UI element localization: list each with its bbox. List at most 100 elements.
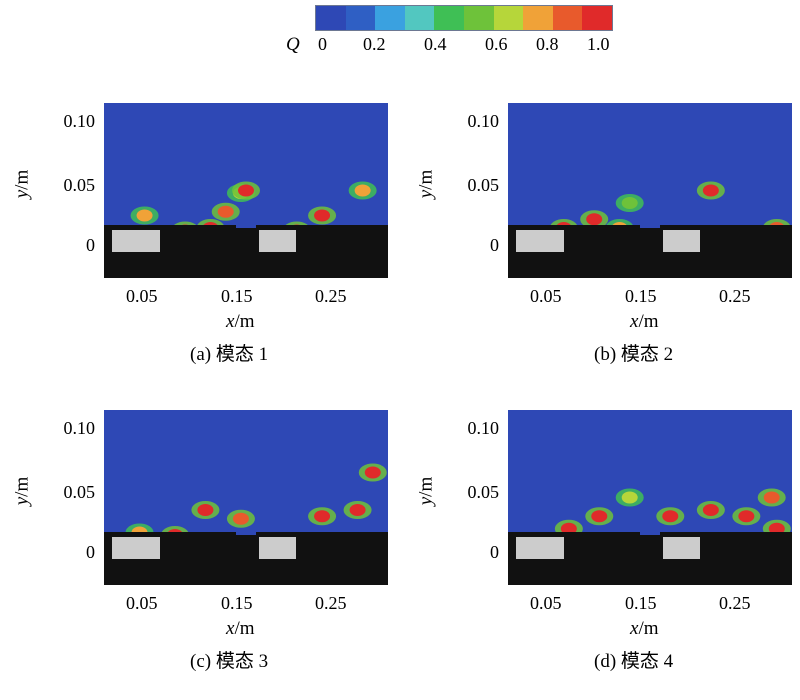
x-axis-title: x/m [630, 311, 659, 333]
panel-caption: (c) 模态 3 [190, 651, 269, 672]
ground-wall [104, 532, 388, 585]
heatmap-svg [104, 103, 388, 278]
heatmap-plot [104, 103, 388, 278]
y-tick-label: 0.05 [63, 482, 96, 502]
heatmap-plot [104, 410, 388, 585]
x-axis-unit: /m [638, 618, 659, 639]
vortex-core [349, 504, 366, 516]
colorbar-segment [375, 6, 405, 30]
y-axis-title: y/m [11, 477, 33, 506]
vortex-core [702, 184, 719, 197]
x-axis-var: x [226, 618, 235, 639]
colorbar-segment [463, 6, 494, 30]
x-tick-label: 0.15 [221, 593, 253, 613]
roughness-block [259, 537, 296, 559]
y-tick-label: 0 [490, 235, 499, 255]
ground-wall [508, 225, 792, 278]
colorbar-segment [404, 6, 435, 30]
panel-a: 0.10 0.05 0 y/m 0.05 0.15 0.25 x/m (a) 模态 1 [0, 103, 388, 393]
colorbar-tick: 0 [318, 34, 327, 54]
y-tick-label: 0 [86, 542, 95, 562]
vortex-core [136, 209, 153, 222]
y-tick-label: 0.10 [63, 418, 96, 438]
colorbar-segment [582, 6, 612, 30]
x-tick-label: 0.05 [530, 593, 562, 613]
y-tick-label: 0.05 [467, 175, 500, 195]
vortex-core [197, 504, 214, 516]
y-axis-var: y [415, 189, 437, 199]
vortex-core [238, 184, 254, 197]
vortex-core [768, 522, 785, 535]
roughness-block [516, 230, 564, 252]
y-tick-label: 0.05 [63, 175, 96, 195]
y-tick-label: 0 [490, 542, 499, 562]
x-tick-label: 0.25 [315, 593, 347, 613]
x-tick-label: 0.15 [221, 286, 253, 306]
heatmap-svg [104, 410, 388, 585]
x-axis-unit: /m [234, 618, 255, 639]
vortex-core [354, 184, 371, 197]
y-tick-label: 0.10 [467, 418, 500, 438]
y-axis-var: y [11, 496, 33, 506]
y-axis-unit: /m [11, 169, 33, 190]
colorbar-tick: 0.6 [485, 34, 508, 54]
x-tick-label: 0.15 [625, 286, 657, 306]
roughness-block [663, 230, 700, 252]
y-tick-label: 0.10 [467, 111, 500, 131]
x-tick-label: 0.05 [126, 593, 158, 613]
heatmap-svg [508, 410, 792, 585]
vortex-core [662, 510, 679, 523]
colorbar-segment [523, 6, 553, 30]
ground-wall [104, 225, 388, 278]
x-tick-label: 0.15 [625, 593, 657, 613]
y-tick-label: 0.05 [467, 482, 500, 502]
y-axis-var: y [415, 496, 437, 506]
heatmap-svg [508, 103, 792, 278]
y-tick-label: 0.10 [63, 111, 96, 131]
panel-d: 0.10 0.05 0 y/m 0.05 0.15 0.25 x/m (d) 模态 4 [404, 410, 792, 700]
y-axis-title: y/m [11, 170, 33, 199]
vortex-core [217, 205, 234, 218]
x-tick-label: 0.05 [530, 286, 562, 306]
vortex-core [586, 213, 603, 226]
x-axis-var: x [630, 618, 639, 639]
colorbar-segment [316, 6, 346, 30]
y-axis-unit: /m [11, 476, 33, 497]
x-tick-label: 0.25 [719, 286, 751, 306]
colorbar-segment [434, 6, 464, 30]
colorbar-segment [552, 6, 583, 30]
roughness-block [259, 230, 296, 252]
x-axis-title: x/m [226, 311, 255, 333]
vortex-core [364, 466, 381, 479]
x-axis-unit: /m [638, 311, 659, 332]
vortex-core [314, 209, 331, 222]
x-tick-label: 0.25 [719, 593, 751, 613]
y-axis-title: y/m [415, 170, 437, 199]
y-axis-unit: /m [415, 476, 437, 497]
vortex-core [738, 510, 755, 523]
y-axis-title: y/m [415, 477, 437, 506]
panel-caption: (d) 模态 4 [594, 651, 674, 672]
roughness-block [112, 230, 160, 252]
vortex-core [621, 491, 638, 504]
x-axis-title: x/m [630, 618, 659, 640]
y-tick-label: 0 [86, 235, 95, 255]
roughness-block [516, 537, 564, 559]
vortex-core [232, 512, 249, 525]
colorbar [315, 5, 613, 31]
colorbar-tick: 1.0 [587, 34, 610, 54]
ground-wall [508, 532, 792, 585]
roughness-block [663, 537, 700, 559]
colorbar-tick: 0.2 [363, 34, 386, 54]
x-axis-title: x/m [226, 618, 255, 640]
vortex-core [314, 510, 331, 523]
panel-caption: (b) 模态 2 [594, 344, 674, 365]
vortex-core [763, 491, 780, 504]
vortex-core [591, 510, 608, 523]
panel-c: 0.10 0.05 0 y/m 0.05 0.15 0.25 x/m (c) 模态 3 [0, 410, 388, 700]
colorbar-segment [493, 6, 524, 30]
x-axis-var: x [630, 311, 639, 332]
vortex-core [621, 197, 638, 209]
heatmap-plot [508, 410, 792, 585]
colorbar-tick: 0.8 [536, 34, 559, 54]
